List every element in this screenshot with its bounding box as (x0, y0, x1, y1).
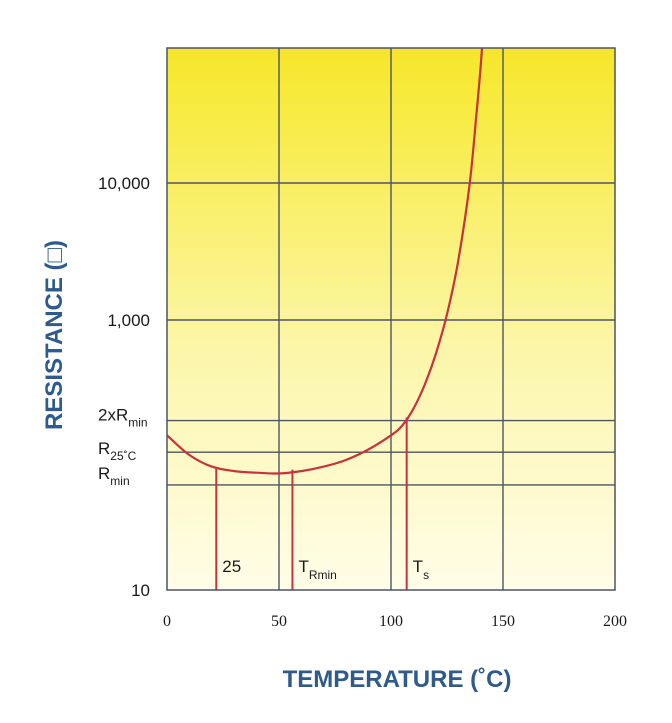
x-tick-label: 0 (163, 613, 171, 630)
grid-lines (167, 48, 615, 590)
x-tick-labels: 0 50 100 150 200 (163, 613, 627, 630)
marker-lines (215, 417, 408, 590)
resistance-curve (167, 48, 484, 475)
plot-frame (166, 47, 616, 591)
ref-label-R25C: R25˚C (98, 439, 137, 463)
y-tick-labels: 10 1,000 10,000 (98, 174, 150, 600)
ref-label-2xRmin: 2xRmin (98, 406, 148, 430)
ref-label-Rmin: Rmin (98, 464, 130, 488)
x-tick-label: 150 (491, 613, 515, 630)
y-tick-label: 1,000 (107, 311, 150, 330)
x-tick-label: 50 (271, 613, 287, 630)
x-axis-title: TEMPERATURE (˚C) (283, 666, 512, 693)
reference-lines (167, 419, 615, 486)
marker-ts-label: Ts (413, 557, 429, 582)
x-tick-label: 100 (379, 613, 403, 630)
y-tick-label: 10 (131, 581, 150, 600)
marker-25-label: 25 (222, 557, 241, 576)
y-tick-label: 10,000 (98, 174, 150, 193)
marker-labels: 25 TRmin Ts (222, 557, 429, 582)
marker-t-rmin-label: TRmin (298, 557, 336, 582)
x-tick-label: 200 (603, 613, 627, 630)
y-axis-title: RESISTANCE (□) (41, 240, 68, 430)
